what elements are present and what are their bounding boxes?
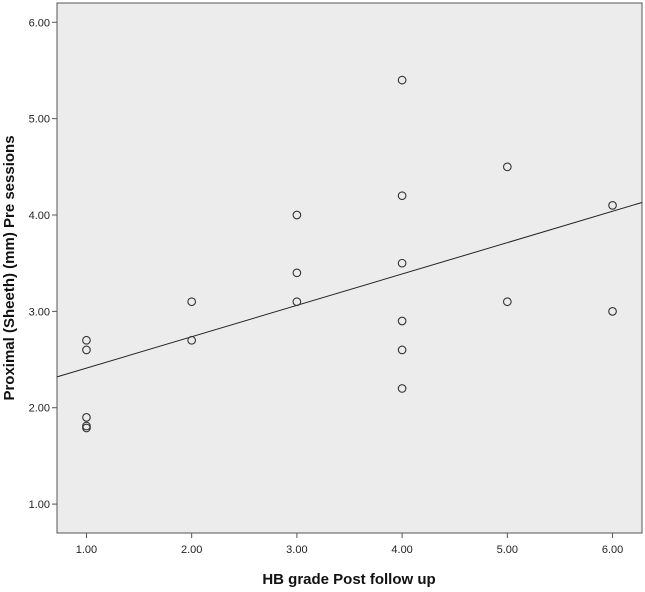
y-tick-label-3: 3.00	[29, 306, 50, 318]
data-point-8	[292, 210, 302, 220]
y-tick-label-2: 2.00	[29, 403, 50, 415]
data-point-3	[82, 413, 91, 422]
fit-line	[56, 201, 643, 378]
y-axis: 1.00 2.00 3.00 4.00 5.00 6.00	[29, 17, 57, 511]
x-axis-title: HB grade Post follow up	[262, 571, 435, 588]
data-point-12	[397, 191, 407, 201]
y-axis-title: Proximal (Sheeth) (mm) Pre sessions	[1, 135, 18, 400]
x-tick-label-3: 3.00	[286, 544, 307, 556]
x-tick-label-4: 4.00	[391, 544, 412, 556]
data-point-20	[608, 307, 617, 316]
x-axis: 1.00 2.00 3.00 4.00 5.00 6.00	[76, 533, 623, 556]
x-tick-label-5: 5.00	[497, 544, 518, 556]
x-tick-label-2: 2.00	[181, 544, 202, 556]
data-point-15	[397, 345, 407, 355]
data-point-5	[82, 423, 91, 433]
data-point-19	[608, 201, 617, 210]
x-tick-label-6: 6.00	[602, 544, 623, 556]
x-tick-label-1: 1.00	[76, 544, 97, 556]
data-point-14	[397, 316, 407, 326]
data-point-1	[82, 335, 91, 345]
plot-area	[56, 2, 643, 534]
data-points	[82, 75, 617, 433]
data-point-17	[502, 162, 512, 172]
data-point-18	[502, 297, 512, 307]
data-point-11	[397, 75, 407, 85]
data-point-9	[292, 268, 302, 278]
data-point-13	[397, 258, 407, 268]
y-tick-label-4: 4.00	[29, 210, 50, 222]
data-point-7	[187, 335, 197, 345]
y-tick-label-6: 6.00	[29, 17, 50, 29]
data-point-16	[397, 384, 407, 393]
y-tick-label-5: 5.00	[29, 114, 50, 126]
data-point-6	[187, 297, 197, 307]
y-tick-label-1: 1.00	[29, 499, 50, 511]
data-point-2	[82, 345, 91, 355]
data-point-10	[292, 297, 302, 307]
